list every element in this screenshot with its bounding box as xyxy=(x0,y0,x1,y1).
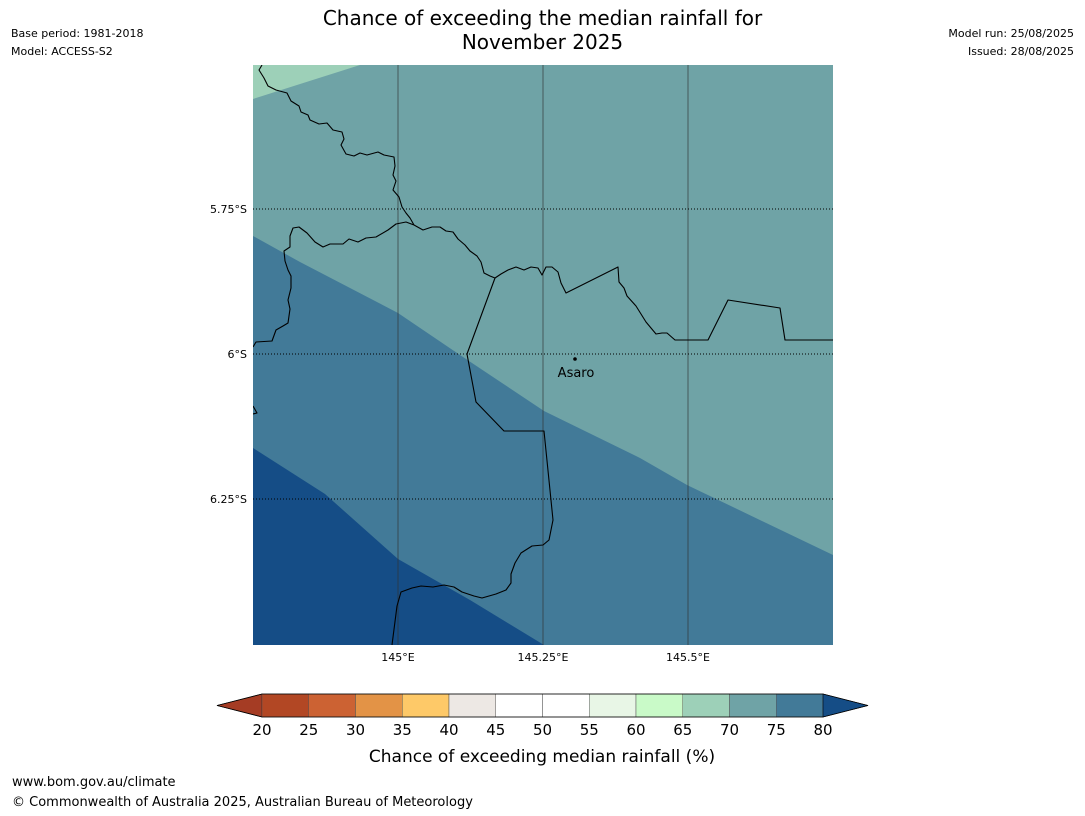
colorbar-tick-label: 50 xyxy=(533,721,552,739)
boundary-central xyxy=(253,221,415,348)
model-run-text: Model run: 25/08/2025 xyxy=(948,27,1074,40)
colorbar-tick-labels: 20 25 30 35 40 45 50 55 60 65 70 75 80 xyxy=(252,721,832,739)
colorbar-segment xyxy=(682,693,730,718)
colorbar-segment xyxy=(495,693,543,718)
colorbar-segment xyxy=(261,693,309,718)
colorbar-tick-label: 20 xyxy=(252,721,271,739)
base-period-text: Base period: 1981-2018 xyxy=(11,27,144,40)
meta-right: Model run: 25/08/2025 Issued: 28/08/2025 xyxy=(948,25,1074,61)
colorbar-segment xyxy=(729,693,777,718)
colorbar-segment xyxy=(776,693,824,718)
lat-label-5-75: 5.75°S xyxy=(210,203,247,216)
meta-left: Base period: 1981-2018 Model: ACCESS-S2 xyxy=(11,25,143,61)
asaro-marker xyxy=(573,357,577,361)
colorbar-segment xyxy=(542,693,590,718)
footer-copyright: © Commonwealth of Australia 2025, Austra… xyxy=(12,795,473,810)
lon-label-145-5: 145.5°E xyxy=(666,651,710,664)
colorbar-tick-label: 45 xyxy=(486,721,505,739)
boundary-north xyxy=(258,65,415,226)
title-line-2: November 2025 xyxy=(461,30,624,54)
boundary-east-ridge xyxy=(413,224,833,341)
colorbar-segment xyxy=(355,693,403,718)
colorbar-tick-label: 30 xyxy=(346,721,365,739)
colorbar-label: Chance of exceeding median rainfall (%) xyxy=(369,747,715,767)
colorbar-extend-low xyxy=(216,693,263,718)
band-80-plus xyxy=(253,448,544,645)
rainfall-probability-field: Asaro xyxy=(253,65,833,645)
colorbar-segment xyxy=(635,693,683,718)
colorbar-tick-label: 70 xyxy=(720,721,739,739)
lon-label-145-25: 145.25°E xyxy=(518,651,569,664)
colorbar-segment xyxy=(589,693,637,718)
colorbar-tick-label: 80 xyxy=(813,721,832,739)
lat-label-6-25: 6.25°S xyxy=(210,493,247,506)
model-text: Model: ACCESS-S2 xyxy=(11,45,113,58)
colorbar-tick-label: 25 xyxy=(299,721,318,739)
lon-label-145: 145°E xyxy=(381,651,414,664)
colorbar-tick-label: 40 xyxy=(439,721,458,739)
boundary-west-stub xyxy=(253,405,258,415)
title-line-1: Chance of exceeding the median rainfall … xyxy=(322,6,763,30)
colorbar-outline xyxy=(216,693,869,718)
colorbar-segment xyxy=(308,693,356,718)
colorbar-segment xyxy=(402,693,450,718)
colorbar-tick-label: 35 xyxy=(393,721,412,739)
asaro-label: Asaro xyxy=(558,366,595,381)
lat-label-6: 6°S xyxy=(228,348,247,361)
colorbar-extend-high xyxy=(822,693,869,718)
colorbar-tick-label: 65 xyxy=(673,721,692,739)
map-title: Chance of exceeding the median rainfall … xyxy=(0,6,1085,54)
colorbar-tick-label: 75 xyxy=(767,721,786,739)
colorbar-segment xyxy=(448,693,496,718)
colorbar-tick-label: 60 xyxy=(626,721,645,739)
province-boundaries xyxy=(253,65,833,645)
footer-url: www.bom.gov.au/climate xyxy=(12,775,176,790)
issued-text: Issued: 28/08/2025 xyxy=(967,45,1074,58)
colorbar-tick-label: 55 xyxy=(580,721,599,739)
boundary-division xyxy=(391,277,554,645)
colorbar xyxy=(216,693,869,718)
